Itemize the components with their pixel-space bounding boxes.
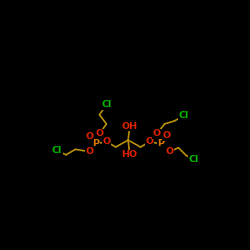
- Text: O: O: [146, 137, 154, 146]
- Text: O: O: [85, 147, 94, 156]
- Text: Cl: Cl: [179, 111, 189, 120]
- Text: P: P: [157, 140, 164, 148]
- Text: P: P: [92, 140, 99, 148]
- Text: Cl: Cl: [189, 155, 199, 164]
- Text: HO: HO: [122, 150, 138, 159]
- Text: OH: OH: [122, 122, 138, 131]
- Text: Cl: Cl: [52, 146, 62, 156]
- Text: O: O: [153, 130, 161, 138]
- Text: O: O: [85, 132, 94, 141]
- Text: O: O: [165, 147, 173, 156]
- Text: O: O: [163, 131, 171, 140]
- Text: O: O: [96, 130, 104, 138]
- Text: O: O: [102, 137, 110, 146]
- Text: Cl: Cl: [101, 100, 112, 109]
